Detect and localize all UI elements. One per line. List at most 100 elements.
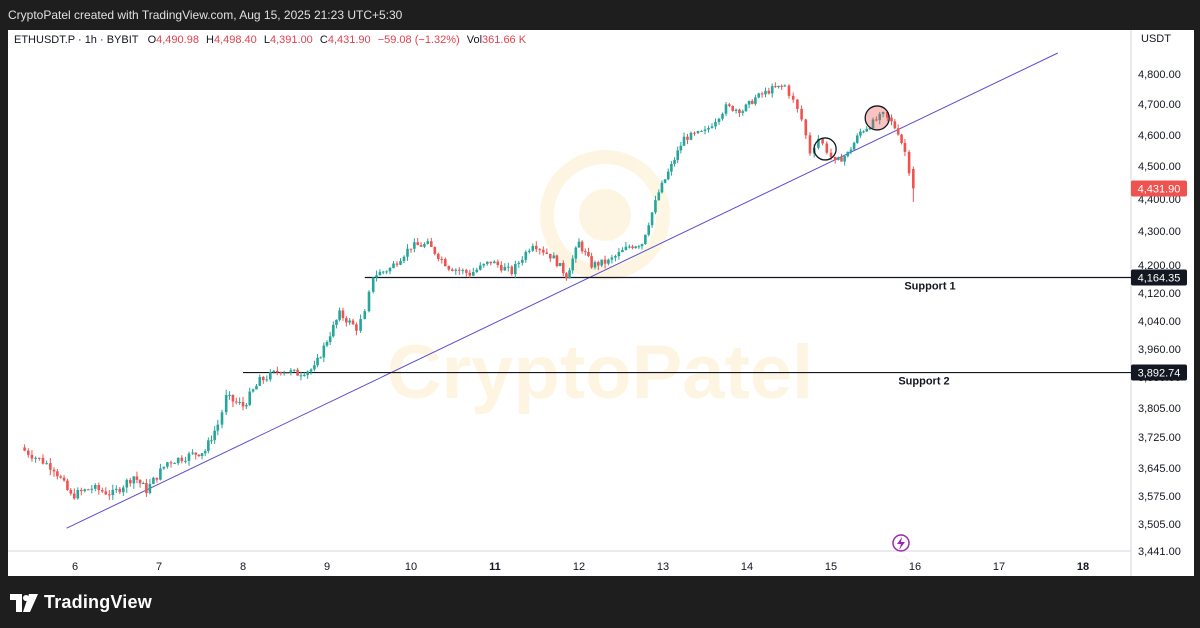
candle — [731, 105, 735, 112]
candle — [238, 397, 241, 406]
candle-body — [406, 248, 409, 257]
candle — [87, 488, 90, 491]
candle-body — [241, 402, 245, 407]
candle — [269, 369, 272, 382]
candle — [416, 237, 420, 246]
candle-body — [479, 265, 482, 270]
candle-body — [38, 457, 41, 459]
candle — [517, 260, 521, 268]
candle-body — [754, 97, 757, 104]
candle — [413, 238, 416, 253]
candle — [345, 316, 348, 327]
candle — [859, 128, 862, 138]
candle-body — [83, 489, 87, 492]
candle-body — [475, 269, 479, 273]
candle — [852, 141, 856, 150]
candle — [62, 475, 66, 482]
candle-body — [825, 143, 829, 153]
chart-panel[interactable] — [8, 30, 1194, 576]
candle-body — [282, 372, 286, 374]
candle-body — [787, 85, 791, 96]
candle — [472, 267, 475, 277]
candle-body — [764, 90, 767, 95]
candle — [804, 118, 808, 139]
lightning-icon-bolt — [897, 537, 905, 550]
y-tick-label: 3,805.00 — [1138, 403, 1181, 415]
tradingview-logo-icon — [10, 593, 38, 612]
candle-body — [535, 245, 538, 250]
candle-body — [571, 258, 574, 271]
candle-body — [903, 142, 907, 152]
candle-body — [640, 244, 644, 247]
open-label: O — [147, 34, 157, 46]
candle — [187, 451, 191, 466]
candle-body — [392, 263, 395, 268]
candle-body — [203, 451, 207, 454]
candle — [129, 477, 132, 487]
y-tick-label: 3,505.00 — [1138, 519, 1181, 531]
candle-body — [381, 271, 385, 273]
candle — [216, 419, 220, 436]
x-tick-label: 12 — [573, 561, 585, 573]
candle — [561, 260, 565, 277]
candle — [825, 141, 829, 155]
tradingview-logo[interactable]: TradingView — [10, 592, 152, 613]
candle — [542, 246, 545, 256]
candle — [843, 154, 846, 166]
candle-body — [855, 135, 859, 143]
candle — [503, 263, 507, 271]
candle — [750, 99, 754, 105]
candle — [385, 270, 388, 275]
candle — [741, 109, 745, 116]
candle-body — [122, 487, 125, 493]
candle — [654, 195, 657, 215]
candle — [647, 222, 651, 237]
credit-text: CryptoPatel created with TradingView.com… — [8, 8, 403, 22]
candle-body — [87, 489, 90, 491]
candle-body — [634, 246, 637, 249]
support-2-price-tag-bg — [1131, 364, 1187, 381]
candle-body — [141, 483, 145, 485]
candle-body — [363, 311, 367, 320]
watermark-coin-icon — [540, 150, 670, 280]
candle — [447, 265, 451, 272]
ohlc-legend: ETHUSDT.P · 1h · BYBIT O4,490.98 H4,498.… — [14, 33, 530, 47]
candle-body — [568, 270, 571, 279]
candle — [104, 487, 108, 496]
candle — [108, 490, 111, 500]
candles — [23, 82, 915, 500]
candle-body — [289, 370, 293, 373]
candle-body — [292, 369, 296, 371]
candle-body — [833, 156, 837, 160]
candle — [59, 474, 63, 479]
watermark: CryptoPatel — [387, 150, 813, 415]
x-tick-label: 16 — [909, 561, 921, 573]
candle — [381, 270, 385, 275]
candle — [282, 370, 286, 376]
candle-body — [738, 109, 741, 113]
candle-body — [796, 99, 799, 109]
current-price-tag-bg — [1131, 180, 1187, 197]
candle-body — [437, 253, 440, 259]
x-tick-label: 17 — [993, 561, 1005, 573]
candle — [637, 244, 641, 249]
candle — [440, 256, 444, 264]
candle — [907, 150, 911, 176]
candle-body — [451, 269, 454, 271]
candle-body — [316, 357, 319, 366]
low-label: L — [263, 34, 270, 46]
candle-body — [621, 250, 624, 253]
y-tick-label: 3,575.00 — [1138, 491, 1181, 503]
candle — [45, 460, 48, 465]
y-tick-label: 3,441.00 — [1138, 546, 1181, 558]
candle — [34, 456, 37, 463]
candle-body — [700, 130, 703, 132]
y-tick-label: 4,200.00 — [1138, 260, 1181, 272]
candle — [430, 237, 433, 247]
candle — [703, 126, 707, 135]
candle-body — [104, 491, 108, 495]
candle — [574, 246, 578, 263]
candle-body — [670, 164, 673, 172]
candle — [145, 479, 148, 497]
